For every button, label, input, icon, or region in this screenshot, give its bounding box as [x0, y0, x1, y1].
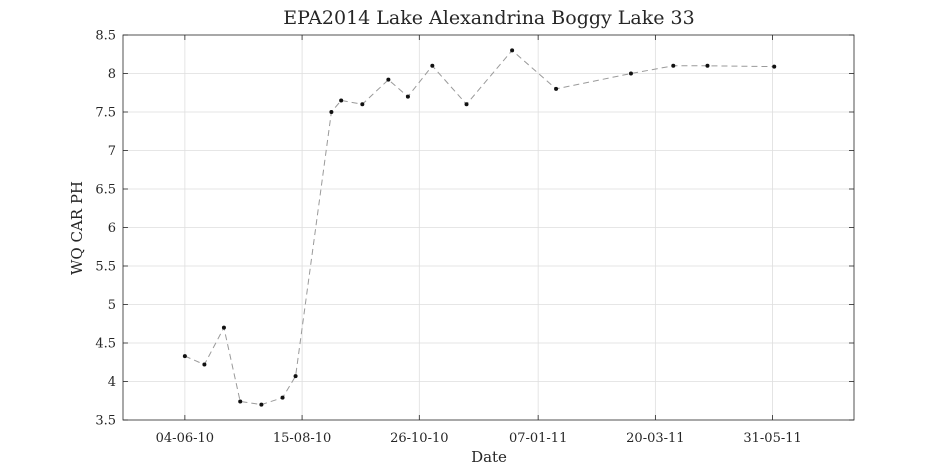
axis-ticks: 3.5 4 4.5 5 5.5 6 6.5 7 7.5 8 8.5 04-06-10 15-08-10 2…	[95, 29, 854, 446]
data-point	[671, 63, 676, 68]
y-tick-label: 8	[108, 67, 116, 82]
y-tick-label: 7.5	[95, 106, 116, 121]
y-tick-label: 6	[108, 221, 116, 236]
data-point	[772, 64, 777, 69]
series-layer	[182, 48, 777, 407]
y-tick-label: 4	[108, 375, 116, 390]
x-tick-label: 04-06-10	[156, 431, 214, 446]
y-tick-label: 6.5	[95, 183, 116, 198]
y-tick-label: 5.5	[95, 260, 116, 275]
data-point	[405, 94, 410, 99]
y-tick-label: 8.5	[95, 29, 116, 44]
x-tick-label: 31-05-11	[743, 431, 801, 446]
chart-title: EPA2014 Lake Alexandrina Boggy Lake 33	[283, 7, 694, 29]
data-point	[339, 98, 344, 103]
data-point	[221, 325, 226, 330]
x-tick-label: 07-01-11	[509, 431, 567, 446]
data-point	[360, 102, 365, 107]
data-point	[554, 86, 559, 91]
data-point	[238, 399, 243, 404]
x-tick-label: 26-10-10	[390, 431, 448, 446]
y-axis-label: WQ CAR PH	[68, 181, 86, 275]
data-point	[705, 63, 710, 68]
data-point	[293, 374, 298, 379]
data-point	[430, 63, 435, 68]
y-tick-label: 3.5	[95, 414, 116, 429]
data-point	[464, 102, 469, 107]
data-point	[280, 395, 285, 400]
x-axis-label: Date	[471, 448, 507, 466]
data-point	[510, 48, 515, 53]
data-point	[386, 77, 391, 82]
data-point	[259, 402, 264, 407]
y-tick-label: 5	[108, 298, 116, 313]
data-point	[182, 354, 187, 359]
x-tick-label: 20-03-11	[626, 431, 684, 446]
y-tick-label: 7	[108, 144, 116, 159]
x-tick-label: 15-08-10	[273, 431, 331, 446]
data-point	[628, 71, 633, 76]
data-point	[202, 362, 207, 367]
series-line	[184, 49, 775, 406]
grid	[123, 35, 854, 420]
data-point	[329, 110, 334, 114]
y-tick-label: 4.5	[95, 337, 116, 352]
